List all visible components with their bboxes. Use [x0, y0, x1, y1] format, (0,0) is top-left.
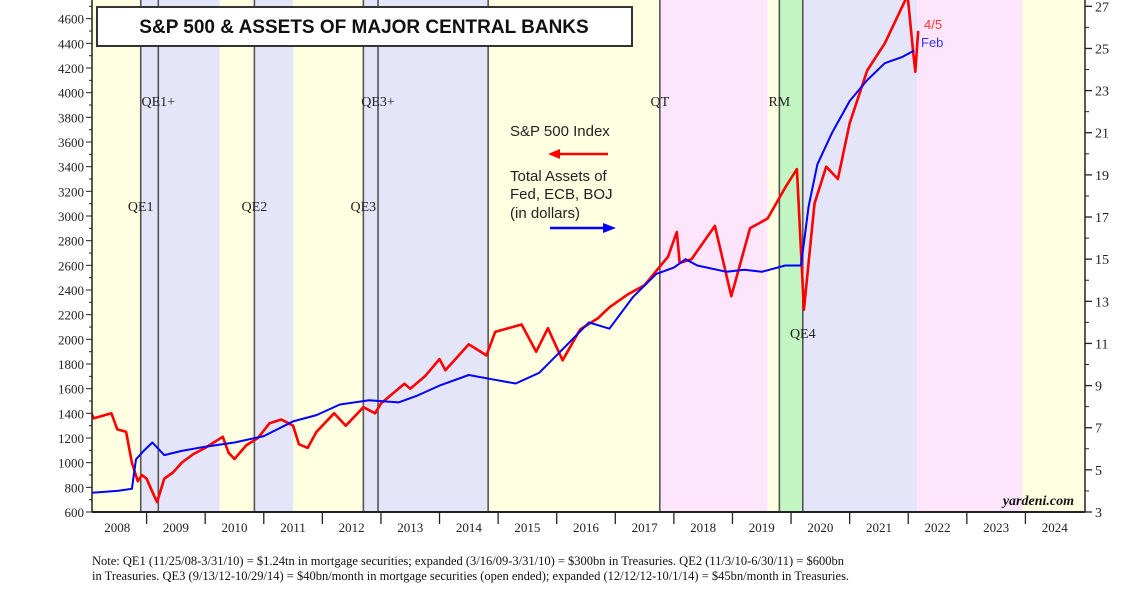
notes: Note: QE1 (11/25/08-3/31/10) = $1.24tn i… [92, 554, 1128, 584]
right-tick-label: 13 [1095, 295, 1109, 310]
x-tick-label: 2018 [690, 520, 716, 535]
right-tick-label: 7 [1095, 422, 1102, 437]
left-tick-label: 2000 [58, 332, 84, 347]
sp500-end-label: 4/5 [924, 17, 942, 32]
left-tick-label: 3600 [58, 135, 84, 150]
legend-sp500-arrowhead [548, 149, 560, 159]
shaded-band [1022, 0, 1084, 512]
legend-assets-line3: (in dollars) [510, 205, 580, 222]
x-tick-label: 2011 [280, 520, 306, 535]
shaded-band [779, 0, 803, 512]
event-label: RM [768, 95, 790, 110]
series [92, 0, 920, 504]
legend-assets-arrowhead [603, 223, 616, 233]
x-tick-label: 2012 [339, 520, 365, 535]
legend: S&P 500 Index Total Assets of Fed, ECB, … [510, 123, 616, 233]
bands [92, 0, 1084, 512]
event-label: QE3 [351, 200, 377, 215]
left-tick-label: 1200 [58, 431, 84, 446]
event-label: QT [650, 95, 669, 110]
shaded-band [659, 0, 768, 512]
x-tick-label: 2017 [632, 520, 659, 535]
central-bank-assets-line [92, 49, 915, 494]
x-tick-label: 2008 [104, 520, 130, 535]
left-tick-label: 2400 [58, 283, 84, 298]
right-tick-label: 15 [1095, 253, 1109, 268]
x-tick-label: 2009 [163, 520, 189, 535]
left-tick-label: 3000 [58, 209, 84, 224]
shaded-band [92, 0, 141, 512]
x-tick-label: 2023 [983, 520, 1009, 535]
event-label: QE1 [128, 200, 154, 215]
source-label: yardeni.com [1001, 494, 1074, 509]
right-tick-label: 11 [1095, 337, 1108, 352]
shaded-band [767, 0, 780, 512]
legend-assets-line1: Total Assets of [510, 168, 608, 185]
shaded-band [917, 0, 1023, 512]
x-tick-label: 2020 [807, 520, 833, 535]
left-tick-label: 600 [65, 505, 85, 520]
right-tick-label: 17 [1095, 211, 1109, 226]
x-tick-label: 2021 [866, 520, 892, 535]
shaded-band [293, 0, 364, 512]
left-tick-label: 800 [65, 480, 85, 495]
left-tick-label: 4000 [58, 86, 84, 101]
assets-end-label: Feb [921, 35, 943, 50]
shaded-band [488, 0, 660, 512]
left-tick-label: 4600 [58, 12, 84, 27]
event-label: QE3+ [361, 95, 395, 110]
left-tick-label: 2600 [58, 258, 84, 273]
left-tick-label: 2200 [58, 308, 84, 323]
left-tick-label: 4800 [58, 0, 84, 2]
event-label: QE2 [242, 200, 268, 215]
left-tick-label: 4400 [58, 36, 84, 51]
left-tick-label: 1800 [58, 357, 84, 372]
x-tick-label: 2019 [749, 520, 775, 535]
chart-title: S&P 500 & ASSETS OF MAJOR CENTRAL BANKS [139, 17, 588, 38]
x-tick-label: 2015 [514, 520, 540, 535]
right-tick-label: 5 [1095, 464, 1102, 479]
right-tick-label: 9 [1095, 380, 1102, 395]
right-tick-label: 23 [1095, 85, 1109, 100]
x-tick-label: 2010 [221, 520, 247, 535]
left-tick-label: 1000 [58, 456, 84, 471]
right-tick-label: 3 [1095, 506, 1102, 521]
left-tick-label: 3200 [58, 184, 84, 199]
left-tick-label: 3400 [58, 160, 84, 175]
shaded-band [219, 0, 255, 512]
left-tick-label: 1600 [58, 382, 84, 397]
x-tick-label: 2014 [456, 520, 483, 535]
shaded-band [254, 0, 294, 512]
legend-assets-line2: Fed, ECB, BOJ [510, 186, 613, 203]
right-tick-label: 21 [1095, 127, 1109, 142]
x-tick-label: 2013 [397, 520, 423, 535]
event-lines: QE1 QE1+ QE2 QE3 QE3+ QT RM QE4 [128, 0, 816, 512]
title-box: S&P 500 & ASSETS OF MAJOR CENTRAL BANKS [96, 6, 633, 47]
shaded-band [140, 0, 220, 512]
x-tick-label: 2022 [925, 520, 951, 535]
sp500-line [92, 0, 920, 504]
shaded-band [363, 0, 489, 512]
left-tick-label: 1400 [58, 406, 84, 421]
left-tick-label: 3800 [58, 110, 84, 125]
note-line-2: in Treasuries. QE3 (9/13/12-10/29/14) = … [92, 569, 850, 583]
left-tick-label: 2800 [58, 234, 84, 249]
right-tick-label: 27 [1095, 0, 1109, 15]
axes: 600 800 1000 1200 1400 1600 1800 2000 2200 2400 26… [58, 0, 1109, 535]
event-label: QE1+ [142, 95, 176, 110]
legend-sp500-label: S&P 500 Index [510, 123, 610, 140]
x-tick-label: 2024 [1042, 520, 1069, 535]
x-tick-label: 2016 [573, 520, 600, 535]
right-tick-label: 19 [1095, 169, 1109, 184]
shaded-band [802, 0, 918, 512]
event-label: QE4 [790, 327, 816, 342]
left-tick-label: 4200 [58, 61, 84, 76]
note-line-1: Note: QE1 (11/25/08-3/31/10) = $1.24tn i… [92, 554, 844, 568]
right-tick-label: 25 [1095, 42, 1109, 57]
